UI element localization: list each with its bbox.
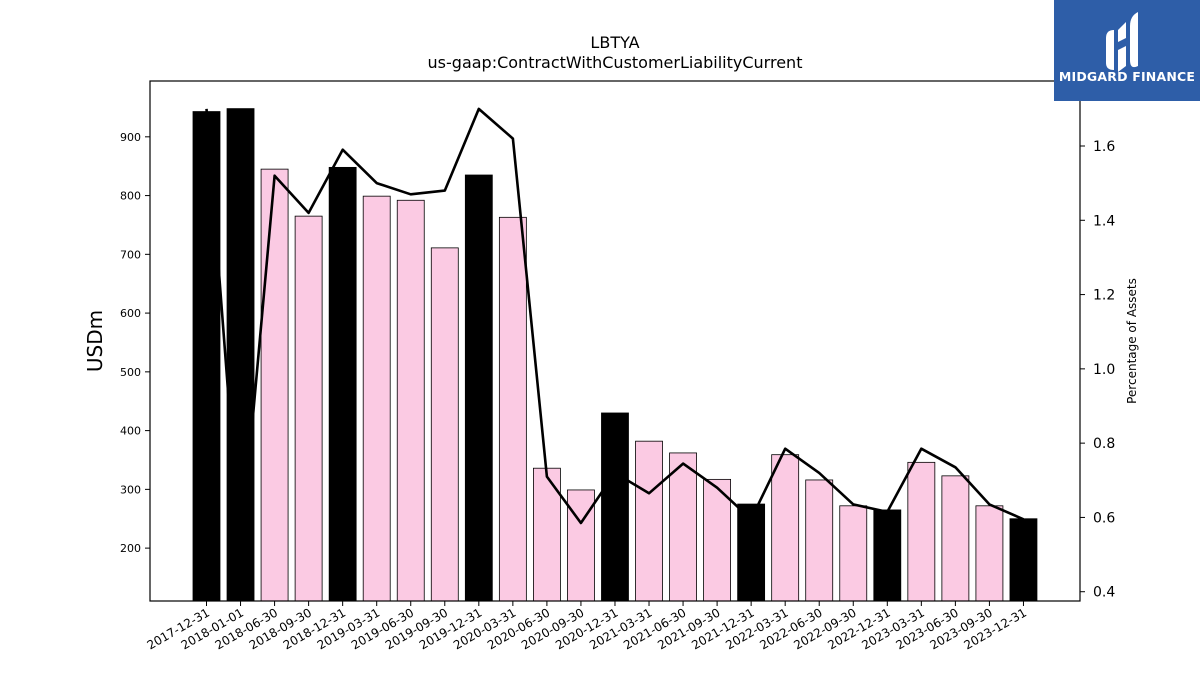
y2-tick-label: 0.8 (1093, 436, 1115, 452)
y-tick-label: 800 (120, 190, 141, 203)
bar (192, 111, 221, 602)
bar (430, 247, 459, 602)
bar (805, 479, 834, 602)
bar (226, 108, 255, 602)
percentage-line (205, 107, 1025, 556)
bar (260, 168, 289, 602)
y-tick-label: 600 (120, 307, 141, 320)
bar (498, 216, 527, 602)
logo-text: MIDGARD FINANCE (1058, 69, 1196, 84)
right-axis: 0.4 0.6 0.8 1.0 1.2 1.4 1.6 (1080, 139, 1115, 601)
y-tick-label: 500 (120, 366, 141, 379)
y-tick-label: 200 (120, 542, 141, 555)
y2-tick-label: 0.6 (1093, 510, 1115, 526)
midgard-finance-logo: MIDGARD FINANCE (1054, 0, 1200, 101)
bar (362, 195, 391, 602)
y-tick-label: 900 (120, 131, 141, 144)
bar (601, 412, 629, 602)
y-axis-label: USDm (83, 309, 107, 373)
bar (328, 166, 357, 602)
bar (941, 475, 970, 602)
bar (1009, 518, 1038, 602)
bar-series (192, 108, 1038, 602)
y2-tick-label: 1.4 (1093, 213, 1115, 229)
logo-mark-icon (1106, 12, 1138, 72)
bar (975, 505, 1004, 602)
y-tick-label: 400 (120, 425, 141, 438)
bar (839, 505, 868, 602)
x-axis: 2017-12-312018-01-012018-06-302018-09-30… (145, 601, 1029, 652)
bar (635, 440, 663, 602)
bar (873, 509, 902, 602)
y2-axis-label: Percentage of Assets (1125, 278, 1139, 404)
y-tick-label: 300 (120, 483, 141, 496)
y-tick-label: 700 (120, 248, 141, 261)
bar (567, 489, 595, 602)
bar (907, 461, 936, 602)
bar (669, 452, 697, 602)
bar (294, 215, 323, 602)
bar (396, 199, 425, 602)
y2-tick-label: 1.2 (1093, 288, 1115, 304)
bar (703, 478, 731, 602)
chart-title: LBTYA (590, 33, 640, 52)
y2-tick-label: 1.0 (1093, 362, 1115, 378)
bar (464, 174, 493, 602)
chart-subtitle: us-gaap:ContractWithCustomerLiabilityCur… (427, 53, 803, 72)
y2-tick-label: 0.4 (1093, 585, 1115, 601)
line-series (205, 107, 1025, 556)
left-axis: 200 300 400 500 600 700 800 900 (120, 131, 150, 555)
bar (771, 454, 800, 602)
y2-tick-label: 1.6 (1093, 139, 1115, 155)
